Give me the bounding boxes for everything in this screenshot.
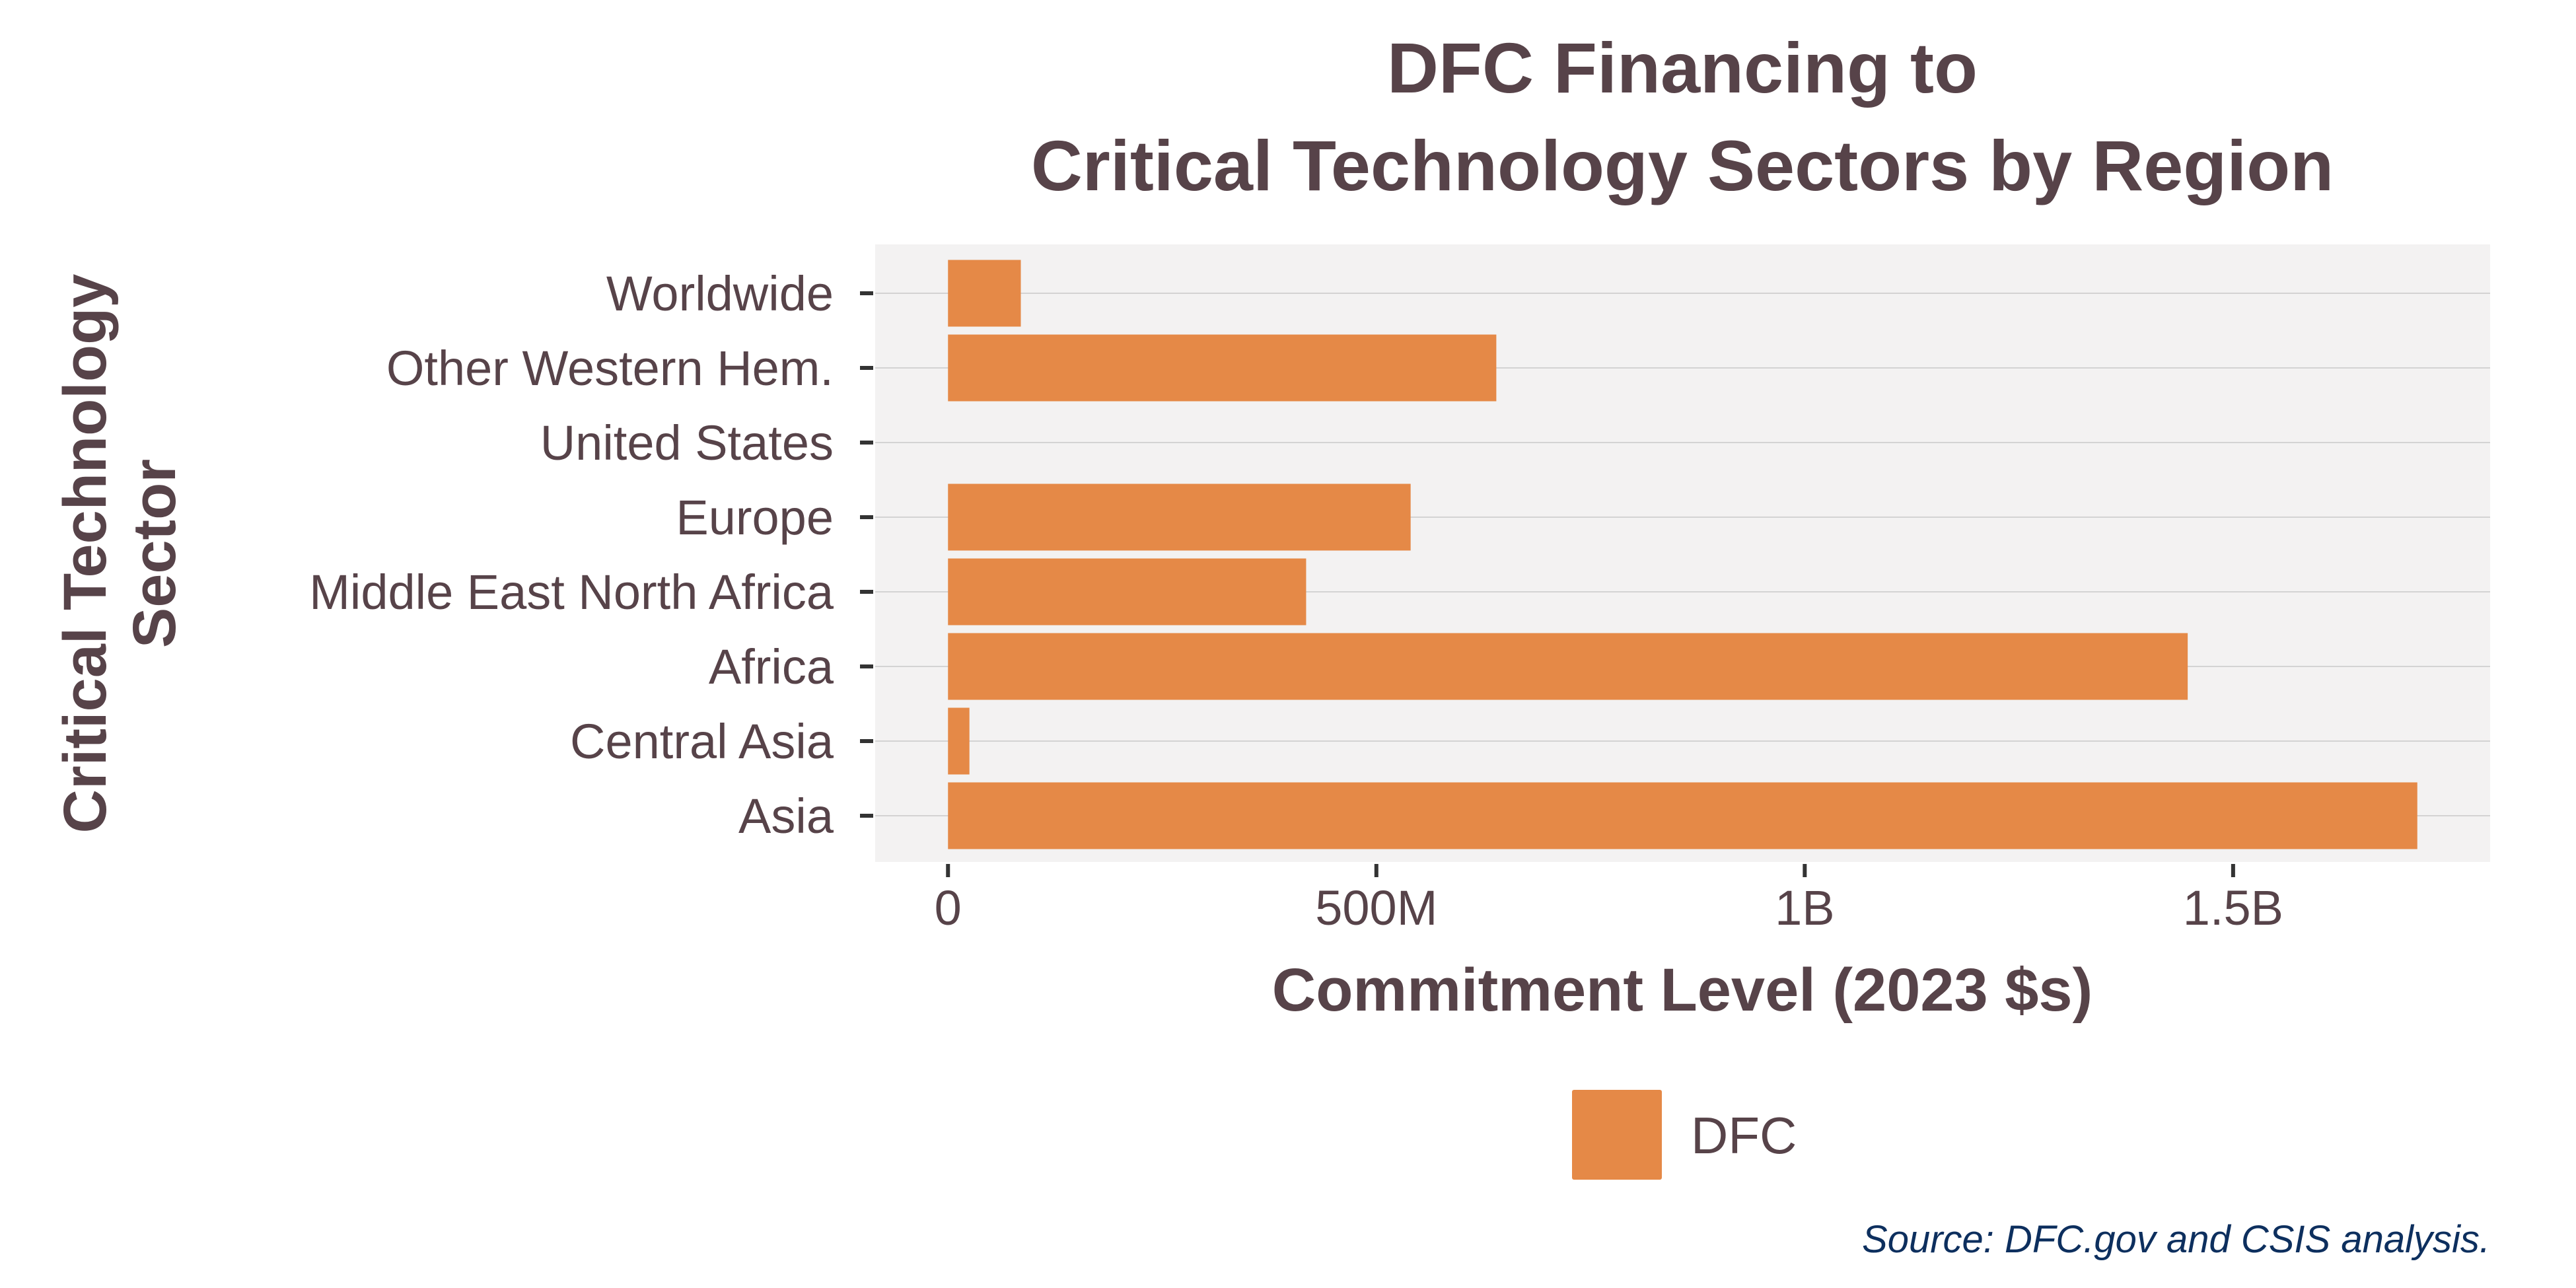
chart-title-line-2: Critical Technology Sectors by Region: [1031, 125, 2334, 205]
y-tick-label: Middle East North Africa: [309, 565, 834, 620]
bar-other-western-hem: [948, 334, 1497, 402]
bar-central-asia: [948, 707, 970, 775]
bar-africa: [948, 633, 2188, 700]
y-axis-title-line-2: Sector: [121, 459, 188, 648]
chart-title-line-1: DFC Financing to: [1387, 28, 1978, 108]
bars: [948, 260, 2417, 849]
y-axis: Worldwide Other Western Hem. United States…: [309, 266, 873, 843]
bar-asia: [948, 782, 2417, 849]
bar-worldwide: [948, 260, 1021, 327]
x-tick-label: 500M: [1315, 880, 1437, 935]
bar-middle-east-north-africa: [948, 558, 1306, 626]
x-axis: 0 500M 1B 1.5B: [935, 864, 2283, 935]
y-tick-label: Asia: [738, 789, 834, 843]
y-tick-label: Europe: [676, 490, 834, 545]
y-tick-label: United States: [540, 415, 834, 470]
x-tick-label: 1B: [1775, 880, 1835, 935]
bar-europe: [948, 483, 1411, 551]
x-tick-label: 0: [935, 880, 962, 935]
legend: DFC: [1572, 1090, 1797, 1180]
y-tick-label: Other Western Hem.: [386, 341, 834, 396]
y-tick-label: Africa: [709, 639, 834, 694]
legend-label-dfc: DFC: [1691, 1106, 1797, 1164]
y-axis-title-line-1: Critical Technology: [52, 274, 119, 834]
y-tick-label: Central Asia: [570, 714, 834, 769]
y-axis-title: Critical Technology Sector: [52, 274, 188, 834]
source-note: Source: DFC.gov and CSIS analysis.: [1862, 1218, 2490, 1261]
x-axis-title: Commitment Level (2023 $s): [1272, 956, 2093, 1024]
y-tick-label: Worldwide: [606, 266, 834, 321]
legend-swatch-dfc: [1572, 1090, 1662, 1180]
x-tick-label: 1.5B: [2183, 880, 2283, 935]
